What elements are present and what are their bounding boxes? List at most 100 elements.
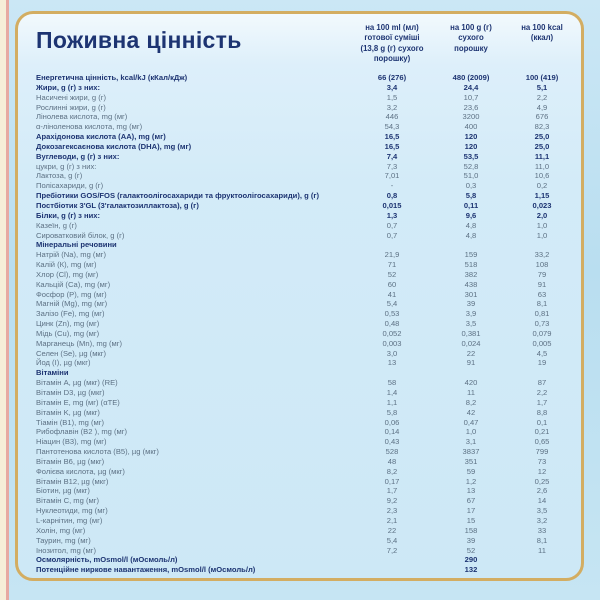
- table-row: Хлор (Cl), mg (мг) 52 382 79: [36, 270, 570, 280]
- row-value-per-100ml: 0,015: [382, 200, 402, 210]
- row-value-per-100kcal: [514, 565, 570, 575]
- table-row: Постбіотик 3'GL (3'галактозиллактоза), g…: [36, 201, 570, 211]
- row-value-per-100g: 52,8: [463, 161, 479, 171]
- table-row: Лактоза, g (г) 7,01 51,0 10,6: [36, 171, 570, 181]
- row-label: Сироватковий білок, g (г): [36, 230, 125, 240]
- row-value-per-100kcal: 0,73: [534, 319, 550, 329]
- row-value-per-100ml: [356, 240, 428, 250]
- row-label: Селен (Se), µg (мкг): [36, 348, 107, 358]
- row-label: Тіамін (B1), mg (мг): [36, 417, 105, 427]
- row-label: Білки, g (г) з них:: [36, 210, 101, 220]
- table-row: Цинк (Zn), mg (мг) 0,48 3,5 0,73: [36, 319, 570, 329]
- row-value-per-100kcal: 0,25: [534, 476, 550, 486]
- row-value-per-100kcal: 0,81: [534, 309, 550, 319]
- row-value-per-100ml: 0,7: [386, 220, 398, 230]
- row-value-per-100ml: 1,4: [386, 388, 398, 397]
- row-value-per-100kcal: 1,15: [534, 191, 550, 201]
- row-value-per-100g: 5,8: [465, 191, 477, 201]
- row-label: Холін, mg (мг): [36, 525, 86, 535]
- row-value-per-100kcal: 10,6: [534, 171, 550, 181]
- row-value-per-100ml: 41: [387, 289, 397, 299]
- row-value-per-100kcal: 8,1: [536, 535, 548, 545]
- row-value-per-100ml: 2,3: [386, 506, 398, 516]
- row-value-per-100g: 120: [464, 132, 478, 142]
- row-value-per-100g: 420: [464, 378, 478, 388]
- row-label: Казеїн, g (г): [36, 220, 77, 230]
- row-value-per-100g: 518: [464, 260, 478, 270]
- row-value-per-100g: 52: [466, 545, 476, 555]
- table-row: Фолієва кислота, µg (мкг) 8,2 59 12: [36, 467, 570, 477]
- row-value-per-100kcal: 2,6: [536, 486, 548, 496]
- row-value-per-100ml: 5,4: [386, 299, 398, 309]
- row-value-per-100kcal: 0,21: [534, 427, 550, 437]
- table-row: Вітамін K, µg (мкг) 5,8 42 8,8: [36, 408, 570, 418]
- table-row: Вітамін D3, µg (мкг) 1,4 11 2,2: [36, 388, 570, 398]
- nutrition-table-body: Енергетична цінність, kcal/kJ (кКал/кДж)…: [36, 73, 570, 575]
- row-value-per-100kcal: 3,2: [536, 515, 548, 525]
- row-value-per-100ml: 1,3: [386, 210, 398, 220]
- row-label: Калій (К), mg (мг): [36, 260, 97, 270]
- row-label: Натрій (Na), mg (мг): [36, 250, 106, 260]
- row-value-per-100g: [428, 240, 514, 250]
- row-value-per-100ml: 3,2: [386, 102, 398, 112]
- row-label: Мінеральні речовини: [36, 240, 117, 250]
- row-value-per-100ml: 8,2: [386, 466, 398, 476]
- row-value-per-100kcal: 82,3: [534, 122, 550, 132]
- table-row: Пребіотики GOS/FOS (галактоолігосахариди…: [36, 191, 570, 201]
- table-row: Арахідонова кислота (АА), mg (мг) 16,5 1…: [36, 132, 570, 142]
- row-value-per-100g: 53,5: [463, 151, 479, 161]
- row-value-per-100ml: 0,17: [384, 476, 400, 486]
- row-value-per-100kcal: 2,2: [536, 92, 548, 102]
- row-label: Фосфор (Р), mg (мг): [36, 289, 107, 299]
- row-value-per-100kcal: 0,2: [536, 181, 548, 191]
- table-row: Вітаміни: [36, 368, 570, 378]
- row-value-per-100g: 59: [466, 466, 476, 476]
- row-label: Вітамін K, µg (мкг): [36, 407, 100, 417]
- page-title: Поживна цінність: [36, 27, 242, 53]
- row-value-per-100kcal: 4,5: [536, 348, 548, 358]
- row-label: Насичені жири, g (г): [36, 92, 107, 102]
- table-row: Натрій (Na), mg (мг) 21,9 159 33,2: [36, 250, 570, 260]
- row-label: Магній (Mg), mg (мг): [36, 299, 108, 309]
- row-value-per-100kcal: 100 (419): [525, 73, 559, 82]
- row-value-per-100g: 159: [464, 250, 478, 260]
- table-row: Холін, mg (мг) 22 158 33: [36, 526, 570, 536]
- row-value-per-100ml: 5,8: [386, 407, 398, 417]
- row-value-per-100ml: [356, 368, 428, 378]
- row-label: Докозагексаєнова кислота (DHA), mg (мг): [36, 141, 192, 151]
- table-row: Залізо (Fe), mg (мг) 0,53 3,9 0,81: [36, 309, 570, 319]
- row-value-per-100ml: 0,53: [384, 309, 400, 319]
- row-value-per-100g: 0,381: [461, 328, 481, 338]
- row-label: Хлор (Cl), mg (мг): [36, 269, 99, 279]
- row-value-per-100g: 158: [464, 525, 478, 535]
- row-value-per-100g: 67: [466, 496, 476, 506]
- row-label: α-ліноленова кислота, mg (мг): [36, 122, 143, 132]
- row-value-per-100kcal: 1,0: [536, 220, 548, 230]
- row-value-per-100g: 15: [466, 515, 476, 525]
- nutrition-facts-card: Поживна цінність на 100 ml (мл) готової …: [15, 11, 584, 581]
- row-value-per-100g: 91: [466, 358, 476, 368]
- row-value-per-100g: 301: [464, 289, 478, 299]
- row-value-per-100kcal: 8,8: [536, 407, 548, 417]
- row-value-per-100g: 22: [466, 348, 476, 358]
- row-value-per-100ml: 528: [385, 447, 399, 457]
- row-value-per-100ml: 7,01: [384, 171, 400, 181]
- row-value-per-100kcal: 0,65: [534, 437, 550, 447]
- packaging-edge-pink-stripe: [6, 0, 9, 600]
- row-value-per-100ml: 1,7: [386, 486, 398, 496]
- row-value-per-100g: 17: [466, 506, 476, 516]
- row-value-per-100ml: 446: [385, 112, 399, 122]
- row-value-per-100kcal: 11,0: [534, 161, 550, 171]
- table-header: Поживна цінність на 100 ml (мл) готової …: [36, 14, 570, 73]
- table-row: Марганець (Mn), mg (мг) 0,003 0,024 0,00…: [36, 339, 570, 349]
- table-row: Ніацин (B3), mg (мг) 0,43 3,1 0,65: [36, 437, 570, 447]
- row-value-per-100ml: 0,7: [386, 230, 398, 240]
- row-label: Марганець (Mn), mg (мг): [36, 338, 123, 348]
- row-label: Вітамін B6, µg (мкг): [36, 456, 105, 466]
- row-label: Цинк (Zn), mg (мг): [36, 319, 100, 329]
- row-value-per-100kcal: 2,2: [536, 388, 548, 397]
- row-value-per-100kcal: 0,005: [532, 338, 552, 348]
- table-row: Мідь (Cu), mg (мг) 0,052 0,381 0,079: [36, 329, 570, 339]
- row-value-per-100ml: 52: [387, 269, 397, 279]
- row-value-per-100kcal: 3,5: [536, 506, 548, 516]
